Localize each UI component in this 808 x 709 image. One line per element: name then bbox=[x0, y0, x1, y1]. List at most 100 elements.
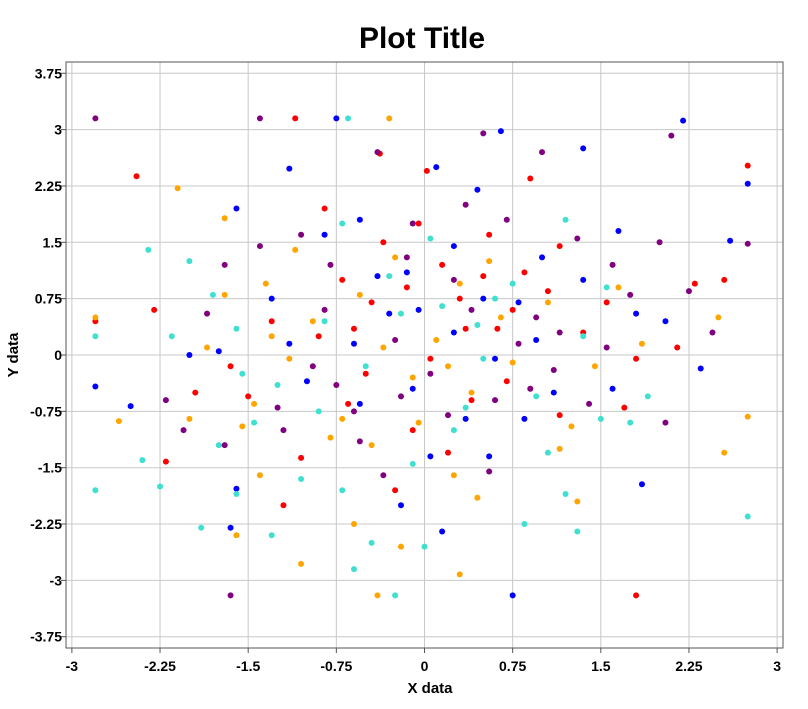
scatter-point bbox=[697, 365, 704, 372]
scatter-point bbox=[268, 318, 275, 325]
scatter-point bbox=[350, 521, 357, 528]
scatter-point bbox=[715, 314, 722, 321]
scatter-point bbox=[627, 419, 634, 426]
scatter-point bbox=[544, 299, 551, 306]
scatter-point bbox=[603, 299, 610, 306]
y-tick-label: 3.75 bbox=[35, 65, 62, 81]
x-tick-label: -0.75 bbox=[320, 658, 352, 674]
y-tick-label: 1.5 bbox=[43, 234, 63, 250]
x-tick-label: -3 bbox=[66, 658, 79, 674]
scatter-point bbox=[386, 115, 393, 122]
scatter-point bbox=[386, 310, 393, 317]
scatter-point bbox=[321, 306, 328, 313]
scatter-point bbox=[356, 400, 363, 407]
scatter-point bbox=[633, 310, 640, 317]
scatter-point bbox=[403, 284, 410, 291]
y-tick-label: 0 bbox=[54, 347, 62, 363]
scatter-point bbox=[392, 487, 399, 494]
scatter-point bbox=[486, 453, 493, 460]
scatter-point bbox=[274, 382, 281, 389]
scatter-point bbox=[562, 490, 569, 497]
scatter-point bbox=[298, 231, 305, 238]
scatter-point bbox=[709, 329, 716, 336]
scatter-point bbox=[445, 412, 452, 419]
scatter-point bbox=[468, 306, 475, 313]
scatter-point bbox=[268, 532, 275, 539]
scatter-point bbox=[480, 355, 487, 362]
scatter-point bbox=[350, 408, 357, 415]
scatter-point bbox=[662, 318, 669, 325]
scatter-point bbox=[251, 419, 258, 426]
scatter-point bbox=[315, 408, 322, 415]
scatter-point bbox=[233, 490, 240, 497]
scatter-point bbox=[450, 427, 457, 434]
scatter-point bbox=[386, 273, 393, 280]
scatter-point bbox=[286, 165, 293, 172]
scatter-point bbox=[245, 393, 252, 400]
scatter-point bbox=[145, 246, 152, 253]
scatter-point bbox=[92, 487, 99, 494]
scatter-point bbox=[456, 571, 463, 578]
scatter-point bbox=[415, 306, 422, 313]
scatter-point bbox=[492, 397, 499, 404]
scatter-point bbox=[380, 239, 387, 246]
scatter-point bbox=[439, 303, 446, 310]
scatter-point bbox=[556, 412, 563, 419]
scatter-point bbox=[462, 201, 469, 208]
scatter-point bbox=[615, 284, 622, 291]
scatter-point bbox=[509, 306, 516, 313]
scatter-point bbox=[423, 167, 430, 174]
scatter-point bbox=[315, 333, 322, 340]
scatter-point bbox=[556, 329, 563, 336]
scatter-point bbox=[204, 344, 211, 351]
scatter-point bbox=[221, 291, 228, 298]
scatter-point bbox=[721, 449, 728, 456]
scatter-point bbox=[321, 231, 328, 238]
scatter-point bbox=[744, 180, 751, 187]
scatter-point bbox=[397, 393, 404, 400]
y-tick-label: -2.25 bbox=[30, 516, 62, 532]
scatter-point bbox=[221, 215, 228, 222]
scatter-point bbox=[186, 258, 193, 265]
scatter-point bbox=[268, 295, 275, 302]
scatter-point bbox=[439, 261, 446, 268]
scatter-point bbox=[392, 336, 399, 343]
scatter-point bbox=[544, 449, 551, 456]
scatter-point bbox=[497, 314, 504, 321]
scatter-point bbox=[515, 299, 522, 306]
x-tick-label: 0.75 bbox=[499, 658, 526, 674]
axis-ticks: -3 -2.25 -1.5 -0.75 0 0.75 1.5 2.25 3 3.75 3 2.25 1.… bbox=[30, 65, 781, 674]
scatter-point bbox=[409, 427, 416, 434]
scatter-point bbox=[462, 404, 469, 411]
scatter-point bbox=[445, 449, 452, 456]
scatter-point bbox=[421, 543, 428, 550]
scatter-point bbox=[374, 273, 381, 280]
scatter-point bbox=[115, 418, 122, 425]
scatter-point bbox=[198, 524, 205, 531]
scatter-point bbox=[503, 216, 510, 223]
scatter-point bbox=[574, 528, 581, 535]
scatter-point bbox=[562, 216, 569, 223]
scatter-point bbox=[127, 403, 134, 410]
scatter-point bbox=[233, 205, 240, 212]
scatter-point bbox=[409, 220, 416, 227]
data-points bbox=[92, 115, 751, 599]
scatter-point bbox=[509, 592, 516, 599]
scatter-point bbox=[192, 389, 199, 396]
scatter-point bbox=[591, 363, 598, 370]
scatter-point bbox=[309, 363, 316, 370]
scatter-point bbox=[339, 220, 346, 227]
scatter-point bbox=[462, 325, 469, 332]
scatter-point bbox=[280, 502, 287, 509]
scatter-point bbox=[415, 220, 422, 227]
scatter-point bbox=[362, 363, 369, 370]
scatter-point bbox=[186, 352, 193, 358]
scatter-point bbox=[157, 483, 164, 490]
scatter-point bbox=[456, 280, 463, 287]
scatter-point bbox=[227, 524, 234, 531]
scatter-point bbox=[415, 419, 422, 426]
scatter-point bbox=[621, 404, 628, 411]
scatter-point bbox=[339, 415, 346, 422]
scatter-point bbox=[309, 318, 316, 325]
